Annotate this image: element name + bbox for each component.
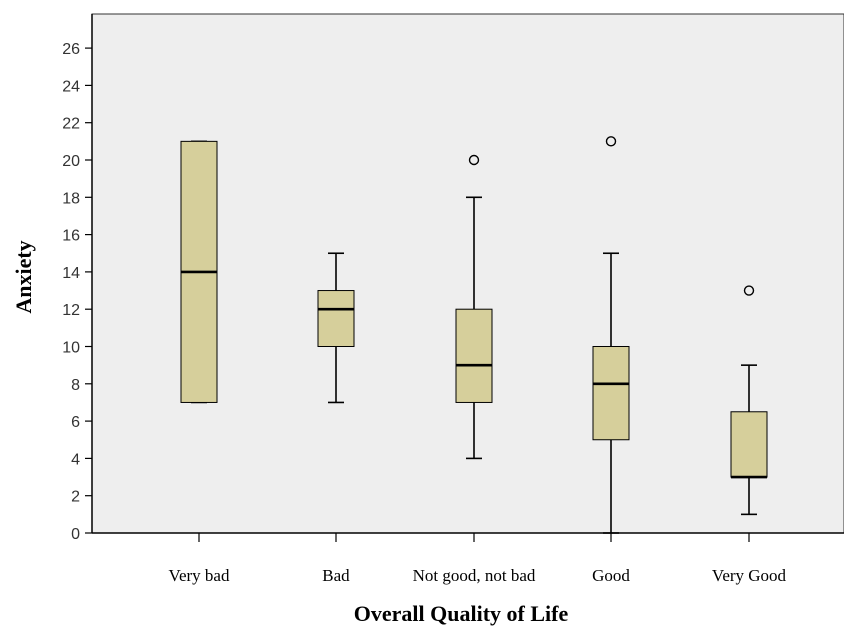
box-iqr [592, 346, 630, 441]
x-axis-title: Overall Quality of Life [354, 601, 569, 626]
box-group [317, 252, 355, 404]
box-group [592, 136, 630, 534]
x-axis-ticks: Very bad Bad Not good, not bad Good Very Goo… [169, 533, 787, 585]
y-tick-label: 20 [62, 153, 80, 170]
outlier-point [605, 136, 617, 147]
y-axis-title: Anxiety [11, 240, 36, 313]
outlier-point [743, 285, 755, 296]
y-tick-label: 8 [71, 377, 80, 394]
outlier-point [468, 154, 480, 166]
box-iqr [455, 308, 493, 403]
y-tick-label: 18 [62, 190, 80, 207]
box-group [730, 285, 768, 516]
x-tick-label: Very Good [712, 566, 787, 585]
y-tick-label: 12 [62, 302, 80, 319]
y-tick-label: 22 [62, 116, 80, 133]
box-group [455, 154, 493, 460]
y-tick-label: 24 [62, 78, 80, 95]
boxes [180, 136, 768, 534]
y-tick-label: 4 [71, 451, 80, 468]
x-tick-label: Not good, not bad [413, 566, 536, 585]
y-tick-label: 16 [62, 228, 80, 245]
y-tick-label: 14 [62, 265, 80, 282]
y-tick-label: 0 [71, 526, 80, 543]
y-tick-label: 6 [71, 414, 80, 431]
y-tick-label: 2 [71, 489, 80, 506]
box-group [180, 140, 218, 404]
x-tick-label: Good [592, 566, 630, 585]
x-tick-label: Very bad [169, 566, 230, 585]
y-tick-label: 10 [62, 340, 80, 357]
x-tick-label: Bad [322, 566, 350, 585]
y-tick-label: 26 [62, 41, 80, 58]
box-iqr [730, 411, 768, 478]
box-iqr [317, 290, 355, 347]
